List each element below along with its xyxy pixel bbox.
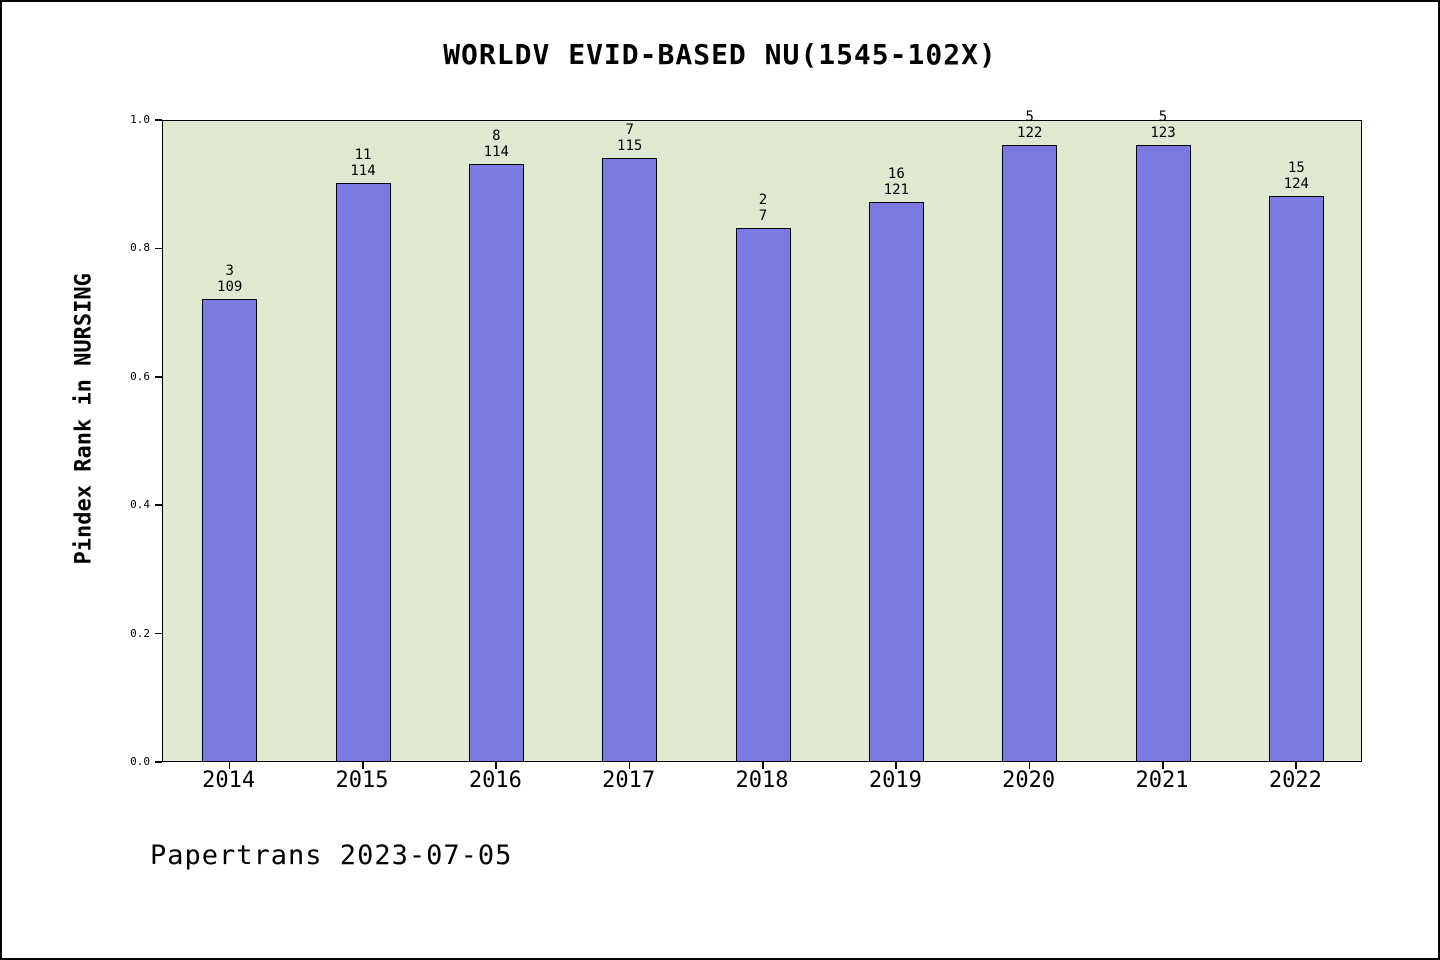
bar-value-line: 121 — [883, 182, 909, 199]
y-tick-mark — [155, 119, 162, 121]
bar-2021 — [1135, 144, 1191, 761]
bar-value-line: 11 — [354, 147, 372, 164]
bar-value-label-2021: 5 123 — [1096, 109, 1229, 141]
bar-value-line: 123 — [1150, 124, 1176, 141]
bar-value-line: 114 — [350, 163, 376, 180]
bar-value-label-2015: 11 114 — [296, 147, 429, 179]
x-tick-label-2021: 2021 — [1135, 768, 1189, 793]
bar-value-line: 7 — [625, 121, 634, 138]
x-tick-label-2020: 2020 — [1002, 768, 1056, 793]
bar-value-line: 15 — [1287, 160, 1305, 177]
bar-value-line: 122 — [1017, 124, 1043, 141]
bar-value-label-2019: 16 121 — [830, 166, 963, 198]
bar-2015 — [335, 183, 391, 761]
bar-value-label-2020: 5 122 — [963, 109, 1096, 141]
bar-value-line: 5 — [1025, 108, 1034, 125]
x-tick-label-2017: 2017 — [602, 768, 656, 793]
y-tick-label-0.2: 0.2 — [130, 626, 150, 640]
plot-area: 3 109 11 114 8 114 7 115 2 7 16 121 5 122 5 123 15 124 — [162, 109, 1363, 762]
bar-2022 — [1268, 196, 1324, 761]
bar-2018 — [735, 228, 791, 761]
y-tick-label-0.6: 0.6 — [130, 369, 150, 383]
bar-value-line: 109 — [217, 278, 243, 295]
x-tick-mark — [228, 762, 231, 769]
y-tick-label-0.0: 0.0 — [130, 755, 150, 768]
x-tick-mark — [895, 762, 897, 769]
bar-value-line: 115 — [617, 137, 643, 154]
y-tick-label-1.0: 1.0 — [130, 113, 150, 126]
x-tick-label-2015: 2015 — [335, 768, 389, 793]
x-tick-mark — [1028, 762, 1031, 769]
bar-value-label-2016: 8 114 — [430, 128, 563, 160]
bar-2014 — [202, 298, 258, 761]
y-tick-mark — [155, 504, 162, 506]
bar-value-line: 124 — [1283, 176, 1309, 193]
bar-value-label-2022: 15 124 — [1230, 160, 1363, 192]
y-tick-mark — [155, 761, 162, 763]
y-axis-label: Pindex Rank in NURSING — [71, 273, 97, 565]
bar-2019 — [868, 202, 924, 761]
y-tick-mark — [155, 247, 162, 250]
bar-value-line: 5 — [1158, 108, 1168, 125]
x-tick-mark — [495, 762, 497, 769]
bar-value-label-2017: 7 115 — [563, 122, 696, 154]
x-tick-label-2018: 2018 — [735, 768, 789, 793]
bar-value-line: 7 — [758, 208, 768, 225]
bar-value-line: 3 — [225, 262, 234, 279]
chart-title: WORLDV EVID-BASED NU(1545-102X) — [443, 38, 997, 71]
bar-2016 — [468, 163, 524, 761]
x-tick-label-2016: 2016 — [468, 768, 522, 793]
x-tick-mark — [1162, 762, 1164, 769]
x-tick-mark — [762, 762, 764, 769]
bar-value-label-2014: 3 109 — [163, 263, 296, 295]
bar-2020 — [1002, 144, 1058, 761]
x-tick-label-2022: 2022 — [1268, 768, 1322, 793]
bar-value-line: 2 — [758, 192, 768, 209]
y-tick-label-0.8: 0.8 — [130, 241, 150, 255]
bar-value-line: 8 — [492, 127, 501, 144]
bar-value-line: 114 — [483, 143, 509, 160]
x-tick-mark — [628, 762, 631, 769]
y-tick-mark — [155, 632, 162, 635]
y-tick-mark — [155, 376, 162, 378]
bar-value-line: 16 — [887, 166, 905, 183]
footer-watermark: Papertrans 2023-07-05 — [150, 840, 513, 871]
x-tick-label-2014: 2014 — [202, 768, 256, 793]
x-tick-label-2019: 2019 — [868, 768, 922, 793]
x-tick-mark — [1295, 762, 1297, 769]
bar-2017 — [602, 157, 658, 761]
x-tick-mark — [362, 762, 364, 769]
y-tick-label-0.4: 0.4 — [130, 498, 150, 512]
